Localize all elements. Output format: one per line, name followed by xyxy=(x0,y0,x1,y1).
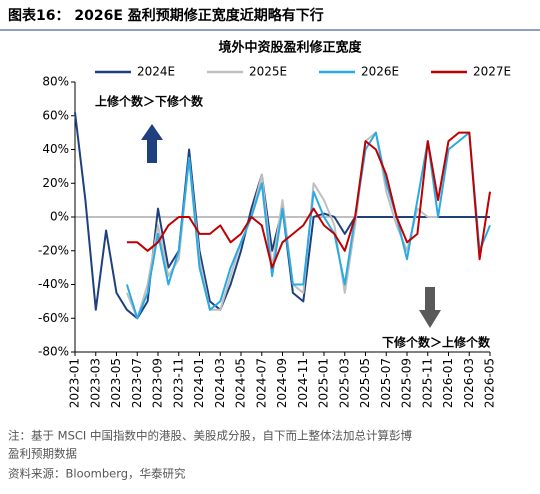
x-tick-label: 2024-03 xyxy=(213,358,227,408)
legend-label: 2026E xyxy=(361,65,399,79)
x-tick-label: 2025-09 xyxy=(400,358,414,408)
note: 注：基于 MSCI 中国指数中的港股、美股成分股，自下而上整体法加总计算彭博 xyxy=(8,429,412,443)
page-title: 图表16： 2026E 盈利预期修正宽度近期略有下行 xyxy=(8,7,324,24)
x-tick-label: 2023-07 xyxy=(130,358,144,408)
y-tick-label: 0% xyxy=(50,210,69,224)
x-tick-label: 2024-07 xyxy=(254,358,268,408)
series-line xyxy=(126,131,491,269)
x-tick-label: 2024-11 xyxy=(296,358,310,408)
x-tick-label: 2024-09 xyxy=(275,358,289,408)
legend-label: 2024E xyxy=(137,65,175,79)
x-tick-label: 2023-05 xyxy=(109,358,123,408)
y-tick-label: 20% xyxy=(42,176,69,190)
annotation: 上修个数＞下修个数 xyxy=(95,94,204,109)
y-tick-label: -20% xyxy=(38,243,69,257)
chart-title: 境外中资股盈利修正宽度 xyxy=(218,40,362,56)
annotation: 下修个数＞上修个数 xyxy=(382,335,491,350)
x-tick-label: 2024-05 xyxy=(234,358,248,408)
up-arrow xyxy=(141,124,163,163)
y-tick-label: 60% xyxy=(42,108,69,122)
x-tick-label: 2025-05 xyxy=(358,358,372,408)
y-tick-label: -80% xyxy=(38,345,69,359)
y-tick-label: 40% xyxy=(42,142,69,156)
series-line xyxy=(125,131,491,320)
x-tick-label: 2023-09 xyxy=(151,358,165,408)
note: 盈利预期数据 xyxy=(8,447,77,461)
y-tick-label: 80% xyxy=(42,75,69,89)
x-tick-label: 2025-07 xyxy=(379,358,393,408)
y-tick-label: -60% xyxy=(38,311,69,325)
y-tick-label: -40% xyxy=(38,277,69,291)
x-tick-label: 2026-01 xyxy=(441,358,455,408)
x-tick-label: 2025-03 xyxy=(337,358,351,408)
x-tick-label: 2025-11 xyxy=(420,358,434,408)
x-tick-label: 2026-05 xyxy=(483,358,497,408)
legend-label: 2025E xyxy=(249,65,287,79)
legend-label: 2027E xyxy=(473,65,511,79)
x-tick-label: 2025-01 xyxy=(317,358,331,408)
x-tick-label: 2023-01 xyxy=(68,358,82,408)
down-arrow xyxy=(419,287,441,328)
source: 资料来源：Bloomberg，华泰研究 xyxy=(8,467,186,481)
x-tick-label: 2023-11 xyxy=(171,358,185,408)
x-tick-label: 2024-01 xyxy=(192,358,206,408)
x-tick-label: 2026-03 xyxy=(462,358,476,408)
series-line xyxy=(125,131,439,320)
x-tick-label: 2023-03 xyxy=(88,358,102,408)
